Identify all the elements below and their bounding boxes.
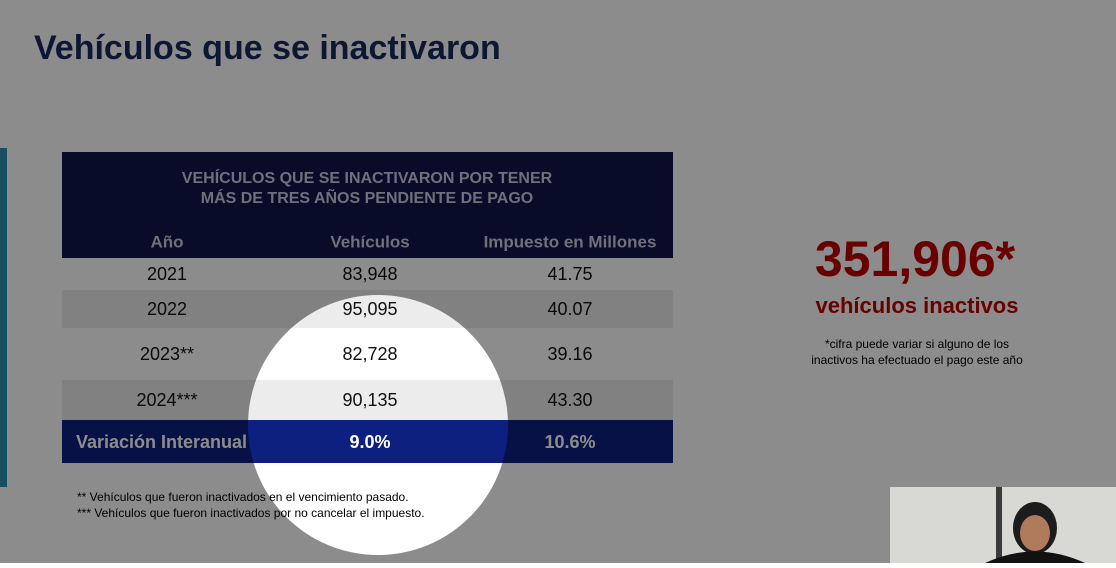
highlight: 351,906* vehículos inactivos *cifra pued… [811, 231, 1023, 367]
webcam-bg [996, 487, 1002, 563]
table-cell: 2023** [140, 344, 194, 364]
table-row [62, 328, 673, 380]
big-number: 351,906* [815, 231, 1016, 287]
big-label: vehículos inactivos [816, 293, 1019, 318]
table-cell: 90,135 [342, 390, 397, 410]
table-row [62, 258, 673, 290]
table-cell: 83,948 [342, 264, 397, 284]
footnote: *** Vehículos que fueron inactivados por… [77, 506, 425, 520]
webcam-person [985, 551, 1085, 563]
slide-title: Vehículos que se inactivaron [34, 29, 501, 67]
total-row [62, 420, 673, 463]
table-heading: MÁS DE TRES AÑOS PENDIENTE DE PAGO [201, 187, 533, 207]
webcam [890, 487, 1116, 563]
webcam-person [1020, 515, 1050, 551]
table-row [62, 290, 673, 328]
table-cell: 95,095 [342, 299, 397, 319]
table-cell: 40.07 [547, 299, 592, 319]
side-accent [0, 148, 7, 487]
table-cell: 39.16 [547, 344, 592, 364]
table-cell: 2021 [147, 264, 187, 284]
table-row [62, 380, 673, 420]
footnote: ** Vehículos que fueron inactivados en e… [77, 490, 409, 504]
total-cell: 10.6% [544, 432, 595, 452]
table-cell: 43.30 [547, 390, 592, 410]
table-cell: 2024*** [136, 390, 197, 410]
total-label: Variación Interanual [76, 432, 247, 452]
column-header: Impuesto en Millones [484, 232, 657, 251]
table-cell: 82,728 [342, 344, 397, 364]
table-heading: VEHÍCULOS QUE SE INACTIVARON POR TENER [182, 168, 553, 187]
webcam-frame [890, 487, 1116, 563]
note: *cifra puede variar si alguno de los [825, 337, 1009, 351]
table-header [62, 152, 673, 258]
total-cell: 9.0% [349, 432, 390, 452]
table: VEHÍCULOS QUE SE INACTIVARON POR TENER M… [62, 152, 673, 463]
note: inactivos ha efectuado el pago este año [811, 353, 1023, 367]
column-header: Vehículos [330, 232, 409, 251]
table-cell: 2022 [147, 299, 187, 319]
column-header: Año [150, 232, 183, 251]
table-cell: 41.75 [547, 264, 592, 284]
